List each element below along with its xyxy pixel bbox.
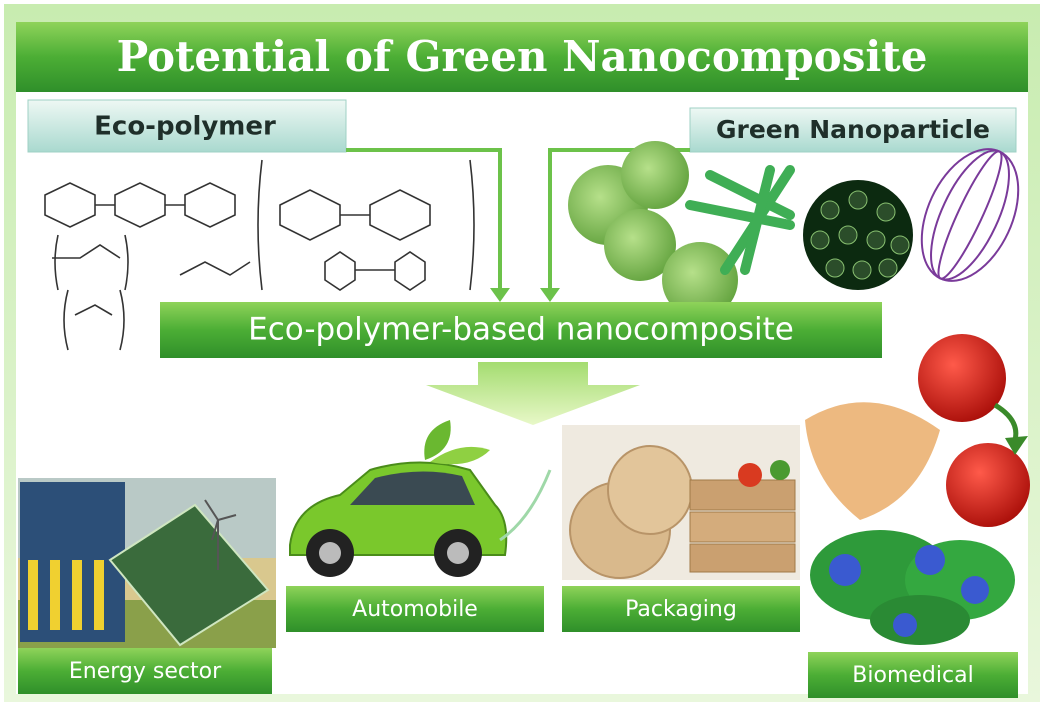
diagram: Potential of Green Nanocomposite Eco-pol… [0,0,1044,706]
tag-label: Green Nanoparticle [716,115,990,144]
app-label: Automobile [352,597,478,622]
energy-picture [18,478,276,648]
app-label: Energy sector [69,659,222,684]
app-label: Packaging [625,597,737,622]
product-label: Eco-polymer-based nanocomposite [248,312,794,348]
tag-label: Eco-polymer [94,112,276,142]
app-label: Biomedical [852,663,973,688]
title: Potential of Green Nanocomposite [117,32,928,81]
packaging-picture [562,425,802,580]
